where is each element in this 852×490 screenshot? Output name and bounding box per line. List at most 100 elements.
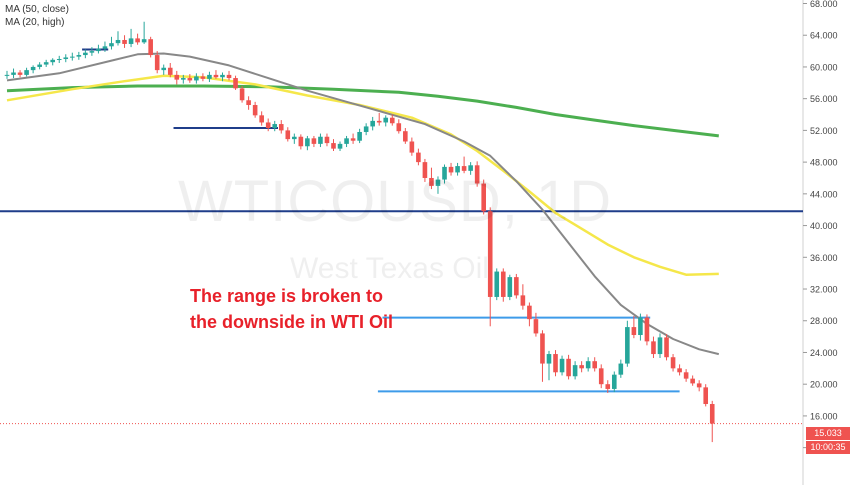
candle-body	[696, 383, 702, 388]
ma200-line	[6, 84, 719, 138]
candle-body	[631, 327, 637, 336]
chart-annotation: The range is broken to the downside in W…	[190, 283, 393, 335]
candle-body	[468, 165, 473, 171]
candle-body	[435, 179, 441, 186]
candle-body	[514, 277, 519, 296]
candle-body	[448, 166, 454, 173]
candle-body	[370, 120, 375, 127]
candle-body	[429, 177, 434, 186]
candle-body	[416, 152, 421, 163]
candle-body	[585, 361, 591, 369]
candle-body	[252, 105, 258, 116]
candle-body	[246, 100, 251, 106]
candle-body	[664, 337, 669, 358]
price-axis-label: 68.000	[810, 0, 838, 9]
candle-body	[213, 74, 219, 78]
candle-body	[527, 305, 532, 320]
candle-body	[605, 384, 611, 389]
candle-body	[89, 51, 95, 53]
price-axis-label: 36.000	[810, 253, 838, 263]
candle-body	[109, 43, 114, 47]
candle-body	[50, 59, 56, 63]
candle-body	[115, 39, 121, 44]
candle-body	[194, 76, 199, 81]
candle-body	[403, 131, 408, 142]
ma20-high-line	[6, 52, 720, 356]
candle-body	[383, 117, 389, 123]
candle-body	[520, 295, 526, 306]
candle-body	[37, 64, 42, 67]
candle-body	[507, 277, 513, 297]
candle-body	[259, 115, 264, 123]
candle-body	[24, 70, 29, 75]
candle-body	[83, 52, 88, 56]
candle-body	[187, 78, 193, 81]
candle-body	[11, 72, 16, 75]
candle-body	[76, 55, 82, 57]
legend-ma50[interactable]: MA (50, close)	[5, 4, 69, 15]
annotation-line-1: The range is broken to	[190, 286, 384, 306]
candle-body	[344, 138, 349, 144]
last-price-tag: 15.033	[806, 427, 850, 440]
candle-body	[376, 120, 382, 123]
candle-body	[657, 337, 663, 355]
candle-body	[494, 271, 500, 297]
candle-body	[292, 136, 297, 140]
candle-body	[533, 319, 539, 334]
candle-body	[233, 78, 238, 89]
candle-body	[311, 138, 317, 144]
price-axis-label: 28.000	[810, 316, 838, 326]
candle-body	[148, 39, 153, 56]
candle-body	[461, 166, 467, 171]
candle-body	[709, 404, 715, 424]
candle-body	[625, 327, 630, 364]
candle-body	[487, 211, 493, 297]
candle-body	[592, 361, 597, 369]
bar-countdown-tag: 10:00:35	[806, 441, 850, 454]
candle-body	[690, 378, 695, 384]
candle-body	[566, 358, 571, 377]
candle-body	[167, 67, 173, 75]
price-axis-label: 44.000	[810, 189, 838, 199]
candle-body	[200, 76, 206, 79]
price-axis-label: 56.000	[810, 94, 838, 104]
candle-body	[357, 131, 362, 141]
candle-body	[226, 74, 232, 79]
price-axis-label: 20.000	[810, 380, 838, 390]
price-axis-label: 32.000	[810, 285, 838, 295]
candle-body	[135, 38, 140, 43]
candle-body	[670, 357, 676, 369]
candle-body	[546, 354, 552, 364]
candle-body	[455, 166, 460, 173]
candle-body	[331, 143, 336, 149]
candle-body	[128, 38, 134, 44]
candle-body	[553, 354, 558, 373]
candle-body	[96, 48, 101, 52]
candle-body	[559, 358, 565, 373]
candle-body	[598, 368, 604, 385]
candle-body	[122, 39, 127, 44]
candle-body	[638, 317, 643, 336]
candle-body	[174, 74, 180, 80]
candle-body	[161, 67, 167, 71]
candle-body	[70, 56, 75, 58]
legend-ma20[interactable]: MA (20, high)	[5, 17, 65, 28]
candle-body	[409, 141, 415, 153]
candle-body	[4, 74, 10, 76]
watermark-symbol: WTICOUSD, 1D	[178, 169, 613, 234]
annotation-line-2: the downside in WTI Oil	[190, 312, 393, 332]
price-axis-label: 64.000	[810, 31, 838, 41]
candle-body	[651, 341, 656, 355]
candle-body	[220, 74, 225, 78]
price-axis-label: 52.000	[810, 126, 838, 136]
candle-body	[43, 62, 49, 65]
candle-body	[181, 78, 186, 80]
candle-body	[298, 136, 304, 147]
candle-body	[683, 372, 689, 379]
candle-body	[305, 138, 310, 147]
candle-body	[389, 117, 395, 124]
candle-body	[17, 72, 23, 75]
indicator-legend: MA (50, close) MA (20, high)	[5, 3, 69, 29]
